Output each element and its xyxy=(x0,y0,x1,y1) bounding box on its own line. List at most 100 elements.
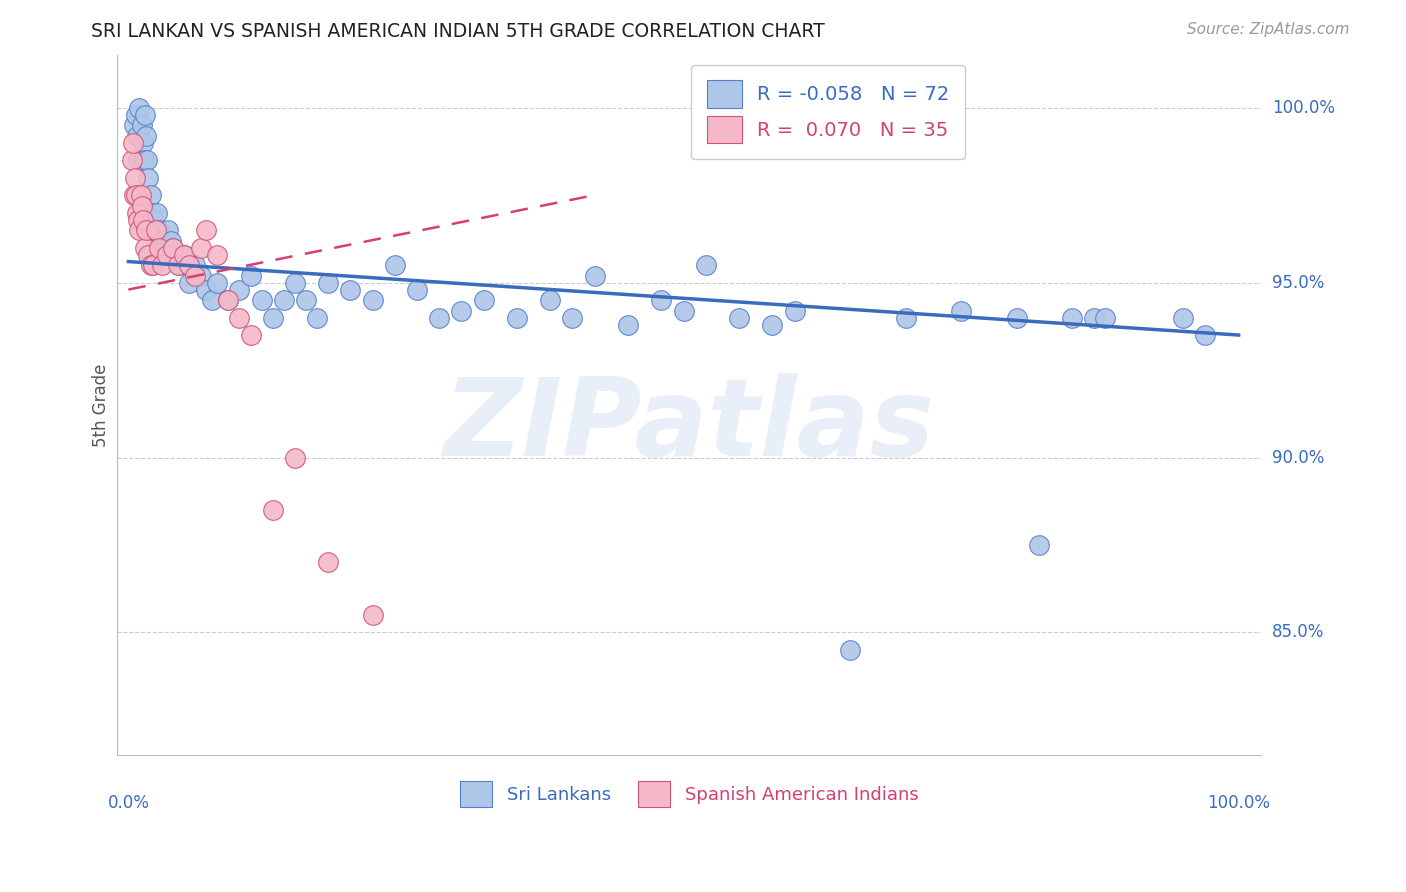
Point xyxy=(195,223,218,237)
Point xyxy=(1083,310,1105,325)
Point xyxy=(122,118,145,132)
Text: 95.0%: 95.0% xyxy=(1272,274,1324,292)
Point xyxy=(127,205,149,219)
Point xyxy=(190,268,212,283)
Point xyxy=(262,310,284,325)
Point xyxy=(142,212,165,227)
Point xyxy=(184,258,207,272)
Point xyxy=(583,268,606,283)
Point xyxy=(131,118,153,132)
Text: 0.0%: 0.0% xyxy=(107,794,149,812)
Point xyxy=(384,258,406,272)
Text: ZIPatlas: ZIPatlas xyxy=(443,373,935,479)
Text: Source: ZipAtlas.com: Source: ZipAtlas.com xyxy=(1187,22,1350,37)
Point xyxy=(132,136,155,150)
Point xyxy=(162,241,184,255)
Point xyxy=(538,293,561,307)
Point xyxy=(150,234,173,248)
Point xyxy=(284,450,307,465)
Point xyxy=(148,223,170,237)
Point xyxy=(131,198,153,212)
Text: 100.0%: 100.0% xyxy=(1272,99,1336,117)
Point xyxy=(135,223,157,237)
Point xyxy=(506,310,529,325)
Point xyxy=(169,258,191,272)
Point xyxy=(617,318,640,332)
Point xyxy=(146,205,169,219)
Point xyxy=(672,303,695,318)
Point xyxy=(139,258,162,272)
Point xyxy=(406,283,429,297)
Point xyxy=(228,310,250,325)
Point xyxy=(217,293,239,307)
Point xyxy=(173,247,195,261)
Point xyxy=(201,293,224,307)
Point xyxy=(134,107,156,121)
Point xyxy=(205,276,228,290)
Point xyxy=(136,153,159,167)
Legend: Sri Lankans, Spanish American Indians: Sri Lankans, Spanish American Indians xyxy=(450,772,928,816)
Point xyxy=(138,170,160,185)
Point xyxy=(450,303,472,318)
Point xyxy=(157,223,180,237)
Text: 90.0%: 90.0% xyxy=(1272,449,1324,467)
Point xyxy=(155,247,177,261)
Point xyxy=(650,293,672,307)
Point xyxy=(1062,310,1084,325)
Point xyxy=(561,310,583,325)
Point xyxy=(472,293,495,307)
Point xyxy=(262,503,284,517)
Point xyxy=(125,107,148,121)
Point xyxy=(124,170,146,185)
Point xyxy=(195,283,218,297)
Point xyxy=(138,247,160,261)
Point xyxy=(134,241,156,255)
Point xyxy=(141,205,163,219)
Point xyxy=(1194,328,1216,343)
Point xyxy=(239,268,262,283)
Point xyxy=(761,318,783,332)
Point xyxy=(184,268,207,283)
Point xyxy=(273,293,295,307)
Point xyxy=(135,128,157,143)
Point xyxy=(139,188,162,202)
Point xyxy=(142,258,165,272)
Point xyxy=(127,128,149,143)
Point xyxy=(427,310,450,325)
Point xyxy=(316,556,339,570)
Point xyxy=(127,212,149,227)
Point xyxy=(894,310,917,325)
Text: 100.0%: 100.0% xyxy=(1208,794,1270,812)
Point xyxy=(179,276,201,290)
Point xyxy=(1094,310,1116,325)
Point xyxy=(162,241,184,255)
Point xyxy=(156,247,179,261)
Point xyxy=(1028,538,1050,552)
Point xyxy=(127,153,149,167)
Point xyxy=(695,258,717,272)
Y-axis label: 5th Grade: 5th Grade xyxy=(93,363,110,447)
Point xyxy=(228,283,250,297)
Point xyxy=(148,241,170,255)
Point xyxy=(153,241,176,255)
Point xyxy=(190,241,212,255)
Point xyxy=(307,310,329,325)
Point xyxy=(142,223,165,237)
Point xyxy=(167,258,190,272)
Point xyxy=(159,234,181,248)
Point xyxy=(839,643,862,657)
Point xyxy=(1171,310,1194,325)
Point xyxy=(121,153,143,167)
Point xyxy=(950,303,973,318)
Point xyxy=(128,101,150,115)
Point xyxy=(145,241,167,255)
Point xyxy=(129,188,152,202)
Point xyxy=(150,258,173,272)
Text: SRI LANKAN VS SPANISH AMERICAN INDIAN 5TH GRADE CORRELATION CHART: SRI LANKAN VS SPANISH AMERICAN INDIAN 5T… xyxy=(91,22,825,41)
Point xyxy=(165,251,187,265)
Point xyxy=(145,223,167,237)
Point xyxy=(728,310,751,325)
Point xyxy=(128,223,150,237)
Point xyxy=(132,212,155,227)
Point xyxy=(295,293,318,307)
